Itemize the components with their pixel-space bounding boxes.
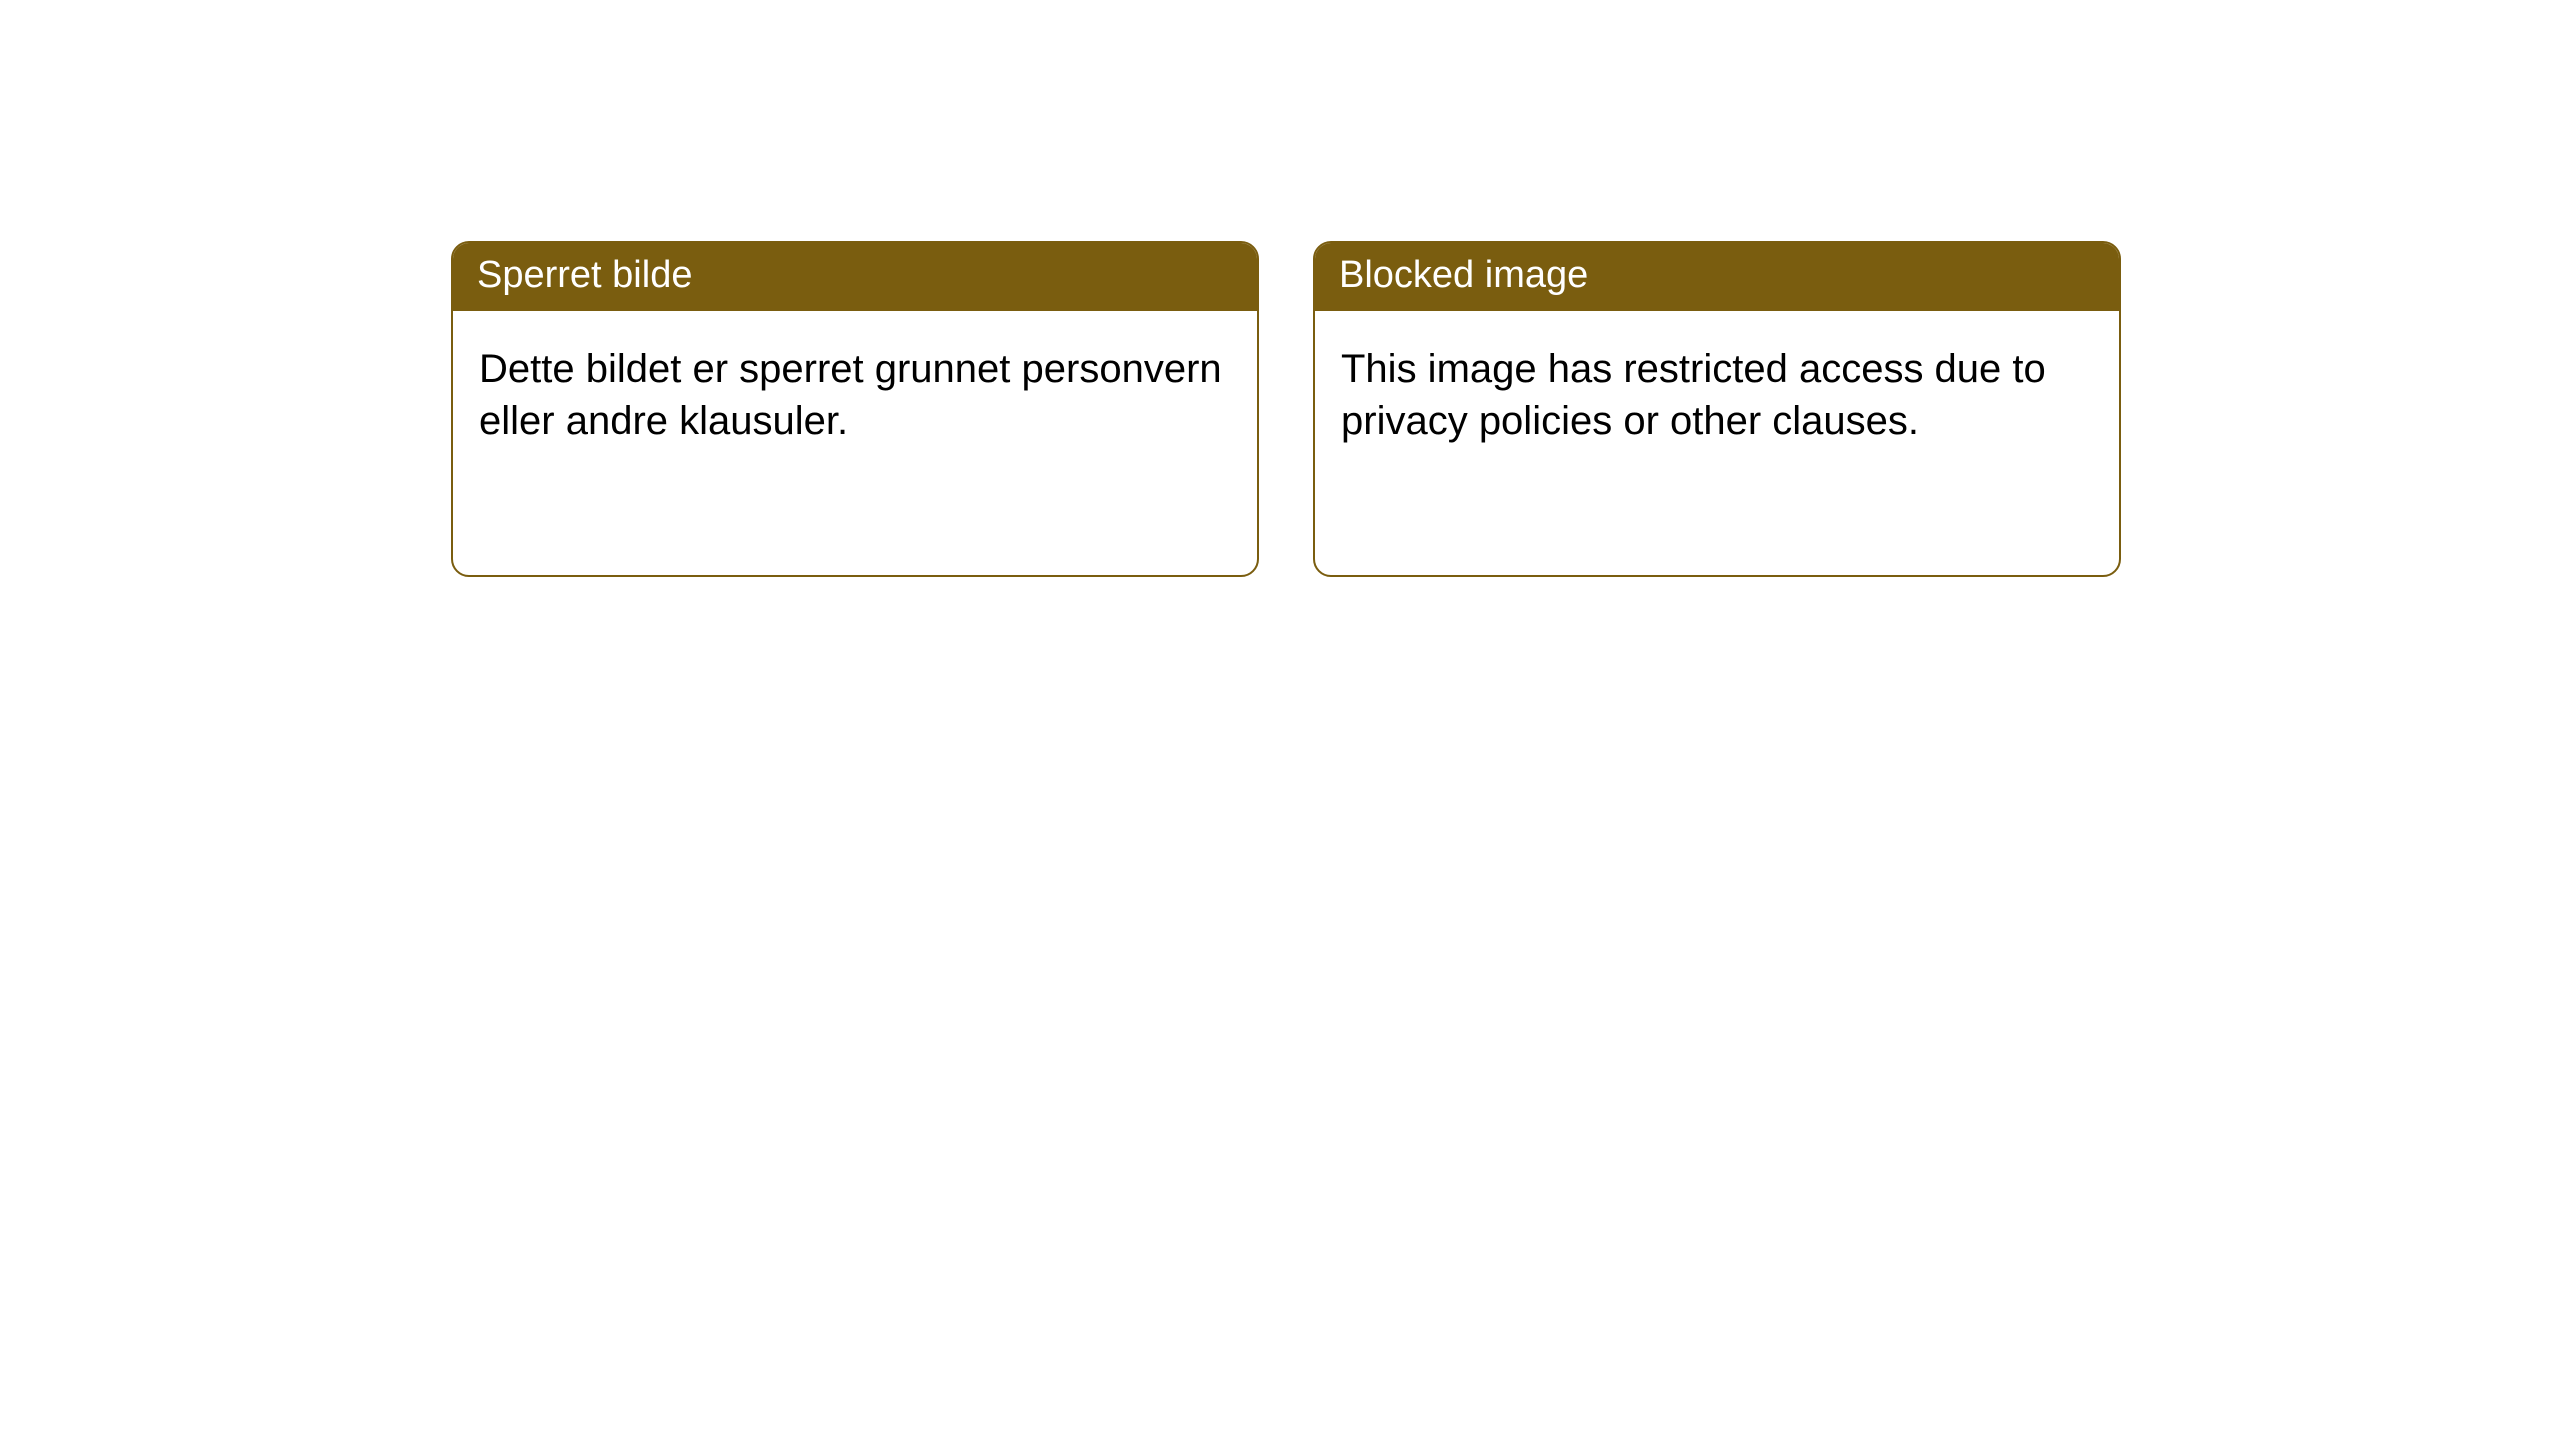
notice-container: Sperret bilde Dette bildet er sperret gr… [0,0,2560,577]
notice-card-english: Blocked image This image has restricted … [1313,241,2121,577]
notice-card-norwegian: Sperret bilde Dette bildet er sperret gr… [451,241,1259,577]
notice-body-en: This image has restricted access due to … [1315,311,2119,479]
notice-title-en: Blocked image [1315,243,2119,311]
notice-body-no: Dette bildet er sperret grunnet personve… [453,311,1257,479]
notice-title-no: Sperret bilde [453,243,1257,311]
